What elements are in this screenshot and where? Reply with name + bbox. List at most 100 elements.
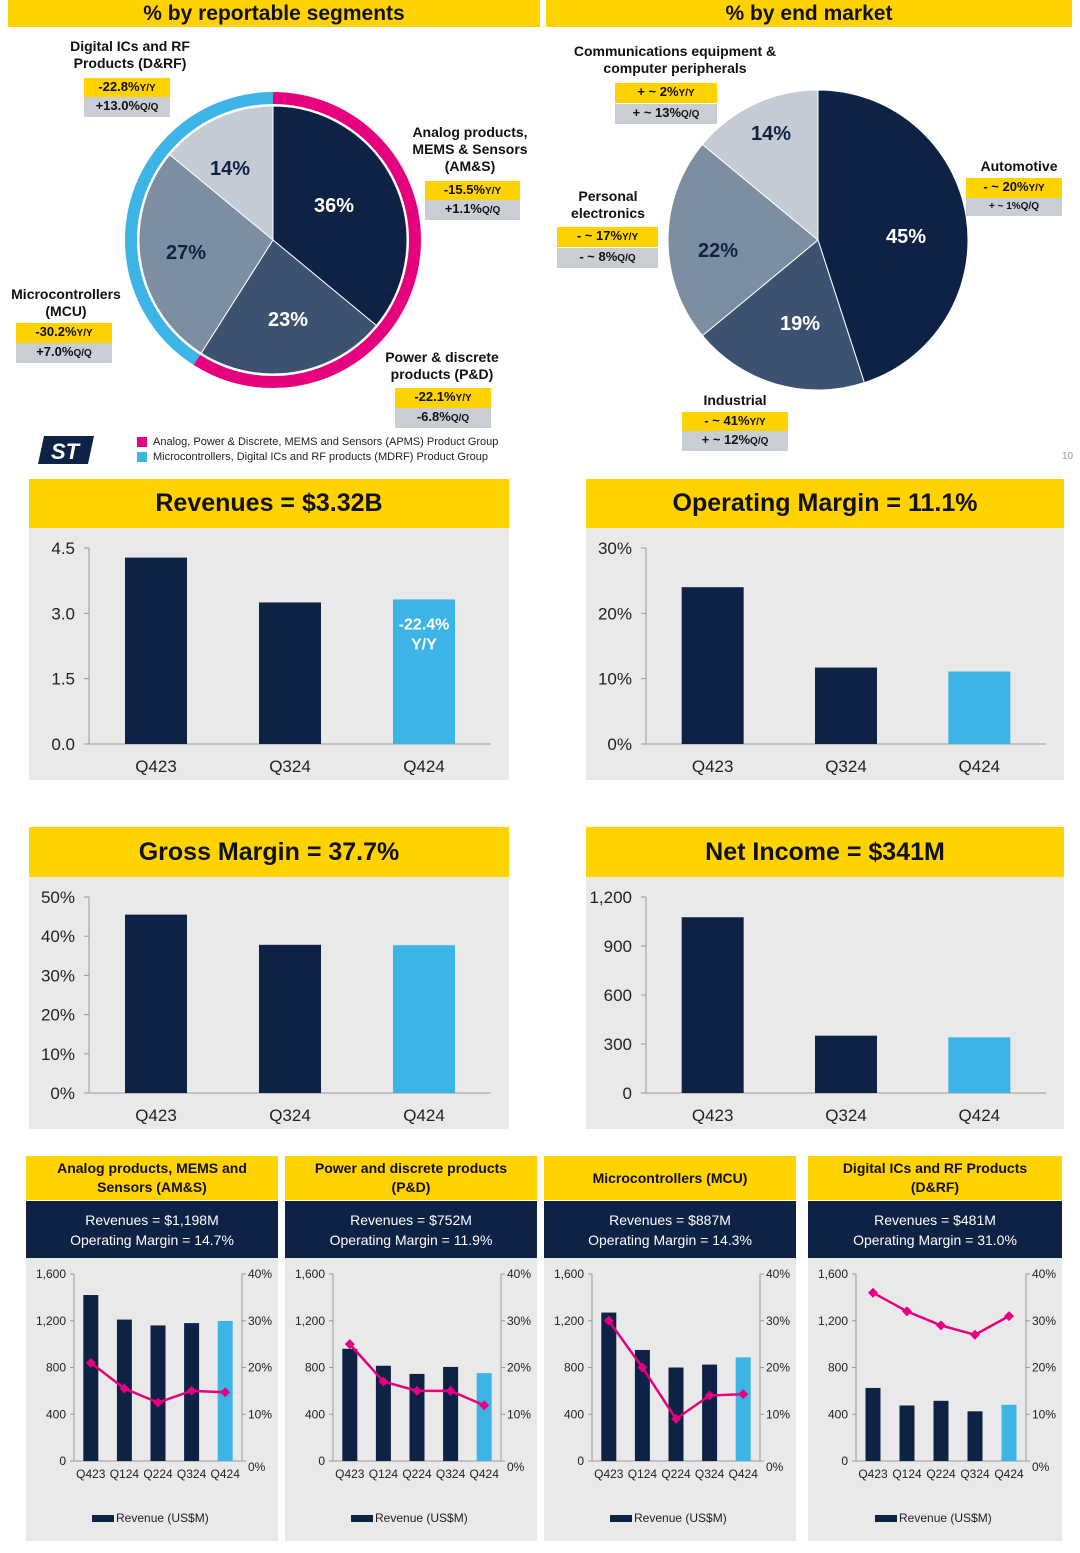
pd-qq-suffix: Q/Q [450,413,470,424]
netincome-xtick: Q423 [692,1106,734,1125]
ams-summary: Revenues = $1,198M Operating Margin = 14… [26,1201,278,1258]
auto-qq: + ~ 1%Q/Q [966,198,1062,216]
netincome-bar-Q423 [681,917,744,1093]
comm-qq: + ~ 13%Q/Q [615,104,717,124]
auto-yy: - ~ 20%Y/Y [966,178,1062,198]
ams-bar-Q224 [150,1325,166,1461]
pd-bar-Q224 [409,1373,425,1461]
ams-yy-val: -15.5% [443,182,486,197]
drf-xtick: Q124 [892,1467,922,1481]
drf-margin-point-Q423 [868,1287,878,1298]
mcu-qq-val: +7.0% [36,344,74,359]
label-mcu: Microcontrollers (MCU) [11,286,121,319]
ams-yy-suffix: Y/Y [485,186,502,197]
pd-header-text: Power and discrete products (P&D) [314,1160,508,1195]
ams-margin-point-Q324 [186,1385,197,1396]
mcu-xtick: Q224 [661,1467,691,1481]
mcu-ytick-right: 0% [766,1460,784,1474]
mcu-ytick-right: 40% [766,1267,790,1281]
drf-bar-Q324 [967,1411,983,1461]
pers-qq: - ~ 8%Q/Q [557,248,658,268]
drf-margin-point-Q224 [936,1320,946,1331]
comm-qq-suffix: Q/Q [681,109,700,120]
pd-xtick: Q124 [369,1467,399,1481]
drf-ytick-left: 400 [828,1407,848,1421]
opmargin-bar-Q324 [815,667,877,744]
drf-xtick: Q324 [960,1467,990,1481]
ams-margin-point-Q423 [85,1357,96,1368]
pd-yy-suffix: Y/Y [455,393,472,404]
label-ind: Industrial [703,392,767,408]
mcu-summary: Revenues = $887M Operating Margin = 14.3… [544,1201,796,1258]
pd-ytick-left: 0 [318,1454,325,1468]
ams-margin-text: Operating Margin = 14.7% [70,1231,234,1248]
mcu-margin-point-Q424 [738,1389,749,1400]
ams-qq-suffix: Q/Q [481,205,501,216]
label-drf: Digital ICs and RF Products (D&RF) [70,38,190,71]
revenues-ytick: 4.5 [51,539,75,558]
drf-margin-point-Q424 [1004,1311,1014,1322]
ams-margin-point-Q224 [153,1397,163,1408]
ams-margin-point-Q124 [119,1383,130,1394]
pd-yy-val: -22.1% [414,389,456,404]
mcu-margin-point-Q324 [704,1390,715,1401]
drf-qq-val: +13.0% [95,98,141,113]
ams-xtick: Q424 [211,1467,241,1481]
drf-margin-point-Q124 [902,1306,912,1317]
ind-yy-val: - ~ 41% [704,413,750,428]
ams-ytick-left: 400 [46,1407,66,1421]
legend-apms-text: Analog, Power & Discrete, MEMS and Senso… [153,436,499,448]
pie2-label-comm: 14% [751,123,791,145]
mcu-legend-swatch [610,1515,632,1522]
drf-qq: +13.0%Q/Q [84,97,170,117]
drf-ytick-left: 0 [841,1454,848,1468]
mcu-qq: +7.0%Q/Q [16,343,112,363]
ams-xtick: Q124 [110,1467,140,1481]
drf-chart: 0 400 800 1,200 1,600 0% 10% 20% 30% 40% Q423 Q124 Q… [818,1267,1056,1525]
revenues-annotation: -22.4% [399,616,450,633]
mcu-ytick-right: 10% [766,1407,790,1421]
comm-yy-suffix: Y/Y [678,88,695,99]
pd-ytick-right: 0% [507,1460,525,1474]
pd-xtick: Q423 [335,1467,365,1481]
netincome-ytick: 300 [604,1035,632,1054]
label-auto: Automotive [980,158,1058,174]
grossmargin-bar-Q423 [125,914,187,1093]
pd-yy: -22.1%Y/Y [395,388,491,408]
grossmargin-bar-Q324 [259,944,321,1093]
pd-ytick-right: 20% [507,1361,531,1375]
legend-apms: Analog, Power & Discrete, MEMS and Senso… [137,436,498,448]
ams-ytick-right: 20% [248,1361,272,1375]
netincome-ytick: 1,200 [589,888,632,907]
pie-charts-svg: 36% 23% 27% 14% 45% 19% 22% 14% [125,89,969,391]
comm-yy: + ~ 2%Y/Y [615,83,717,103]
netincome-xtick: Q424 [959,1106,1001,1125]
ind-yy-suffix: Y/Y [749,417,766,428]
drf-header-text: Digital ICs and RF Products (D&RF) [842,1160,1028,1195]
st-logo-text: ST [51,439,81,464]
pie2-slice-3 [701,89,819,242]
drf-bar-Q124 [899,1405,915,1461]
mcu-bar-Q124 [634,1349,650,1461]
ind-qq-val: + ~ 12% [701,432,751,447]
auto-qq-suffix: Q/Q [1020,201,1040,212]
market-title-bar: % by end market [546,0,1072,27]
grossmargin-ytick: 50% [41,888,75,907]
drf-panel: 0 400 800 1,200 1,600 0% 10% 20% 30% 40% Q423 Q124 Q… [808,1258,1062,1541]
pers-qq-val: - ~ 8% [579,249,618,264]
st-logo-icon: ST [38,436,94,464]
mcu-bar-Q423 [601,1312,617,1461]
drf-ytick-right: 10% [1032,1407,1056,1421]
mcu-ytick-left: 1,600 [554,1267,584,1281]
pd-legend-swatch [351,1515,373,1522]
pd-margin-point-Q224 [412,1385,422,1396]
grossmargin-xtick: Q424 [403,1106,445,1125]
pd-ytick-right: 40% [507,1267,531,1281]
auto-qq-val: + ~ 1% [988,201,1021,212]
pd-margin-text: Operating Margin = 11.9% [329,1231,493,1248]
auto-yy-val: - ~ 20% [983,179,1029,194]
opmargin-chart: 0% 10% 20% 30% Q423 Q324 Q424 [598,539,1046,776]
ind-qq: + ~ 12%Q/Q [682,431,788,451]
pie1-slice-1 [200,239,377,375]
